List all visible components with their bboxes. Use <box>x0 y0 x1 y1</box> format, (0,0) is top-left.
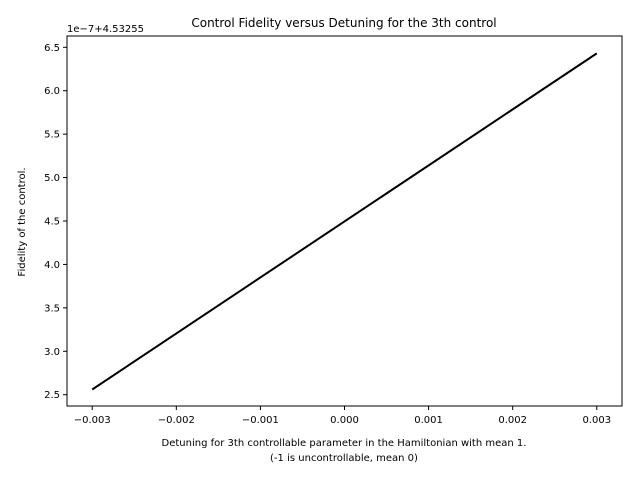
y-tick-label: 4.5 <box>44 217 60 228</box>
y-tick-label: 6.0 <box>44 86 60 97</box>
x-tick-label: 0.001 <box>414 415 443 426</box>
y-tick-label: 4.0 <box>44 260 60 271</box>
y-tick-label: 2.5 <box>44 390 60 401</box>
y-tick-label: 5.5 <box>44 130 60 141</box>
y-tick-label: 5.0 <box>44 173 60 184</box>
x-tick-label: −0.003 <box>74 415 111 426</box>
series-layer <box>91 52 598 391</box>
y-tick-label: 3.0 <box>44 347 60 358</box>
y-axis-label: Fidelity of the control. <box>17 167 28 276</box>
series-line <box>91 52 598 391</box>
x-tick-label: −0.002 <box>158 415 195 426</box>
x-axis-label-line1: Detuning for 3th controllable parameter … <box>162 438 527 449</box>
x-axis-label-line2: (-1 is uncontrollable, mean 0) <box>270 453 418 464</box>
x-axis-ticks: −0.003 −0.002 −0.001 0.000 0.001 0.002 0.003 <box>74 406 611 426</box>
x-tick-label: 0.002 <box>498 415 527 426</box>
y-offset-label: 1e−7+4.53255 <box>67 24 144 35</box>
y-tick-label: 6.5 <box>44 43 60 54</box>
x-tick-label: −0.001 <box>242 415 279 426</box>
y-axis-ticks: 2.5 3.0 3.5 4.0 4.5 5.0 5.5 6.0 6.5 <box>44 43 67 401</box>
y-tick-label: 3.5 <box>44 303 60 314</box>
x-tick-label: 0.000 <box>330 415 359 426</box>
chart-title: Control Fidelity versus Detuning for the… <box>191 16 496 30</box>
x-tick-label: 0.003 <box>582 415 611 426</box>
